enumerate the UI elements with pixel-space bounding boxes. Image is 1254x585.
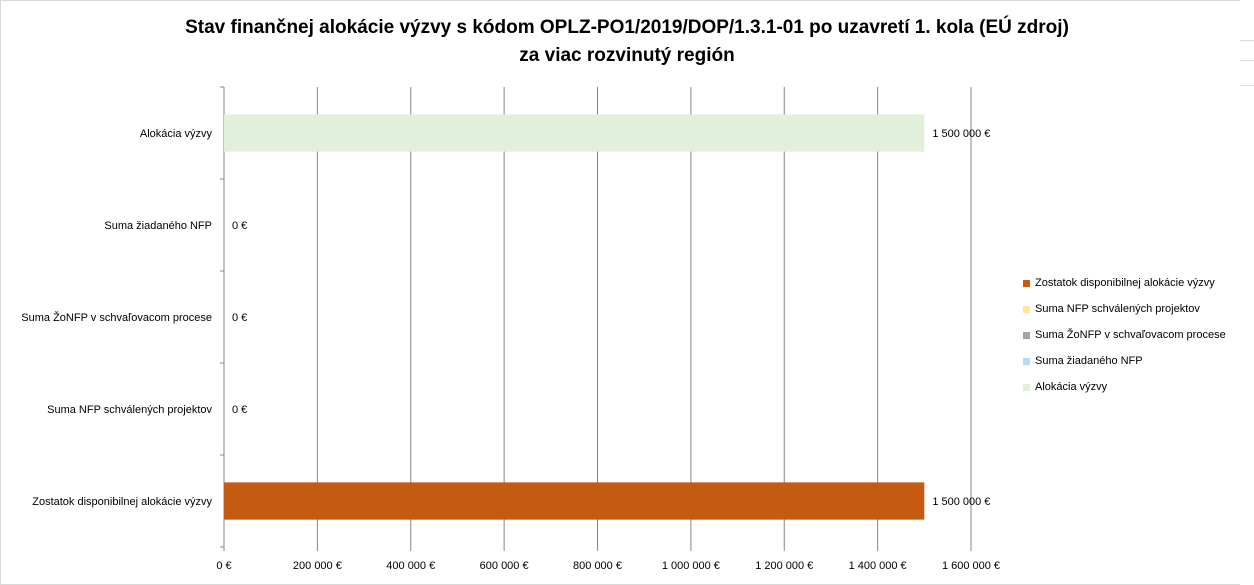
legend-swatch: [1023, 305, 1030, 313]
category-label: Zostatok disponibilnej alokácie výzvy: [32, 496, 212, 508]
category-label: Suma žiadaného NFP: [104, 220, 212, 232]
sheet-row-line: [1240, 85, 1254, 86]
legend-label: Alokácia výzvy: [1035, 381, 1108, 393]
legend-label: Suma ŽoNFP v schvaľovacom procese: [1035, 329, 1226, 341]
x-tick-label: 1 000 000 €: [662, 560, 720, 572]
legend-swatch: [1023, 383, 1030, 391]
category-label: Alokácia výzvy: [140, 128, 213, 140]
legend-label: Suma NFP schválených projektov: [1035, 303, 1200, 315]
legend-swatch: [1023, 357, 1030, 365]
legend-item: Suma NFP schválených projektov: [1023, 296, 1226, 322]
bar: [224, 482, 925, 520]
spreadsheet-edge: [1240, 0, 1254, 585]
x-tick-label: 600 000 €: [480, 560, 529, 572]
bar: [224, 114, 925, 152]
x-tick-label: 0 €: [216, 560, 231, 572]
data-label: 1 500 000 €: [932, 128, 990, 140]
legend-label: Suma žiadaného NFP: [1035, 355, 1143, 367]
x-tick-label: 400 000 €: [386, 560, 435, 572]
legend-swatch: [1023, 331, 1030, 339]
category-label: Suma NFP schválených projektov: [47, 404, 212, 416]
chart-subtitle: za viac rozvinutý región: [519, 45, 735, 66]
data-label: 0 €: [232, 220, 247, 232]
sheet-row-line: [1240, 40, 1254, 41]
x-tick-label: 1 400 000 €: [849, 560, 907, 572]
legend-item: Zostatok disponibilnej alokácie výzvy: [1023, 270, 1226, 296]
chart-legend: Zostatok disponibilnej alokácie výzvy Sum…: [1023, 270, 1226, 400]
legend-item: Alokácia výzvy: [1023, 374, 1226, 400]
category-label: Suma ŽoNFP v schvaľovacom procese: [21, 311, 212, 324]
legend-item: Suma ŽoNFP v schvaľovacom procese: [1023, 322, 1226, 348]
x-tick-label: 1 200 000 €: [755, 560, 813, 572]
data-label: 1 500 000 €: [932, 496, 990, 508]
x-tick-label: 1 600 000 €: [942, 560, 1000, 572]
chart-title: Stav finančnej alokácie výzvy s kódom OP…: [0, 14, 1254, 70]
x-tick-label: 800 000 €: [573, 560, 622, 572]
chart-title-line1: Stav finančnej alokácie výzvy s kódom OP…: [185, 17, 1069, 38]
data-label: 0 €: [232, 312, 247, 324]
x-tick-label: 200 000 €: [293, 560, 342, 572]
data-label: 0 €: [232, 404, 247, 416]
legend-item: Suma žiadaného NFP: [1023, 348, 1226, 374]
legend-label: Zostatok disponibilnej alokácie výzvy: [1035, 277, 1215, 289]
sheet-row-line: [1240, 60, 1254, 61]
legend-swatch: [1023, 279, 1030, 287]
